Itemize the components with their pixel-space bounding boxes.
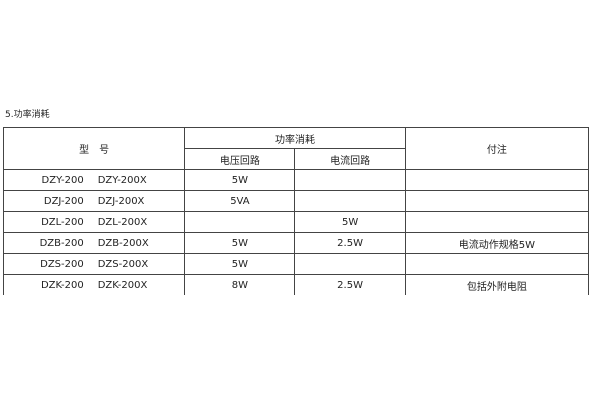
subheader-row: 电压回路 电流回路 bbox=[4, 148, 589, 170]
table-row: DZS-200 DZS-200X 5W bbox=[2, 253, 590, 275]
cell-model: DZJ-200 DZJ-200X bbox=[2, 190, 186, 212]
model-a: DZJ-200 bbox=[43, 195, 84, 207]
cell-model: DZS-200 DZS-200X bbox=[2, 253, 186, 275]
cell-current bbox=[294, 253, 406, 275]
header-row: 型 号 功率消耗 付注 bbox=[2, 127, 590, 170]
cell-voltage: 5W bbox=[184, 232, 296, 254]
cell-note bbox=[404, 253, 590, 275]
table-row: DZB-200 DZB-200X 5W 2.5W 电流动作规格5W bbox=[2, 232, 590, 254]
cell-voltage: 5VA bbox=[184, 190, 296, 212]
cell-model: DZB-200 DZB-200X bbox=[2, 232, 186, 254]
cell-note: 电流动作规格5W bbox=[404, 232, 590, 254]
cell-model: DZL-200 DZL-200X bbox=[2, 211, 186, 233]
cell-current: 5W bbox=[294, 211, 406, 233]
header-model: 型 号 bbox=[2, 127, 186, 170]
model-b: DZJ-200X bbox=[97, 195, 145, 207]
cell-note: 包括外附电阻 bbox=[404, 274, 590, 295]
model-a: DZS-200 bbox=[40, 258, 84, 270]
model-b: DZY-200X bbox=[97, 174, 147, 186]
table-row: DZY-200 DZY-200X 5W bbox=[2, 169, 590, 191]
model-a: DZL-200 bbox=[41, 216, 84, 228]
model-a: DZK-200 bbox=[40, 279, 84, 291]
header-power: 功率消耗 bbox=[184, 127, 406, 149]
model-b: DZK-200X bbox=[97, 279, 148, 291]
cell-model: DZK-200 DZK-200X bbox=[2, 274, 186, 295]
cell-voltage: 5W bbox=[184, 169, 296, 191]
cell-model: DZY-200 DZY-200X bbox=[2, 169, 186, 191]
cell-voltage bbox=[184, 211, 296, 233]
cell-current bbox=[294, 190, 406, 212]
header-voltage-circuit: 电压回路 bbox=[184, 148, 296, 170]
cell-note bbox=[404, 190, 590, 212]
model-b: DZL-200X bbox=[97, 216, 148, 228]
model-a: DZB-200 bbox=[39, 237, 84, 249]
header-current-circuit: 电流回路 bbox=[294, 148, 406, 170]
table-row: DZK-200 DZK-200X 8W 2.5W 包括外附电阻 bbox=[2, 274, 590, 295]
model-b: DZS-200X bbox=[97, 258, 149, 270]
model-b: DZB-200X bbox=[97, 237, 149, 249]
section-title: 5.功率消耗 bbox=[5, 110, 50, 120]
cell-note bbox=[404, 169, 590, 191]
cell-current: 2.5W bbox=[294, 232, 406, 254]
table-row: DZL-200 DZL-200X 5W bbox=[2, 211, 590, 233]
header-note: 付注 bbox=[404, 127, 590, 170]
cell-voltage: 5W bbox=[184, 253, 296, 275]
model-a: DZY-200 bbox=[41, 174, 84, 186]
cell-voltage: 8W bbox=[184, 274, 296, 295]
cell-current bbox=[294, 169, 406, 191]
power-consumption-table: 型 号 功率消耗 付注 电压回路 电流回路 DZY-200 DZY-200X 5W… bbox=[2, 127, 590, 295]
cell-note bbox=[404, 211, 590, 233]
table-row: DZJ-200 DZJ-200X 5VA bbox=[2, 190, 590, 212]
cell-current: 2.5W bbox=[294, 274, 406, 295]
